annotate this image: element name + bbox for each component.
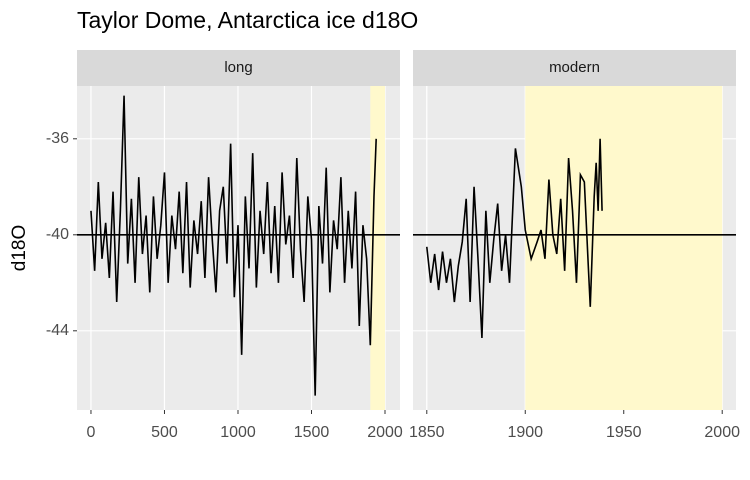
highlight	[525, 86, 723, 410]
strip	[77, 50, 400, 86]
y-axis-label: d18O	[9, 225, 30, 271]
x-tick-label: 1500	[294, 424, 330, 441]
strip	[413, 50, 736, 86]
line	[90, 95, 377, 396]
x-tick-label: 500	[151, 424, 178, 441]
facet-label: long	[224, 59, 252, 76]
highlight	[370, 86, 386, 410]
chart-title: Taylor Dome, Antarctica ice d18O	[77, 7, 418, 33]
x-tick-label: 2000	[367, 424, 403, 441]
y-tick-label: -40	[46, 226, 69, 243]
x-tick-label: 2000	[704, 424, 740, 441]
x-tick-label: 0	[87, 424, 96, 441]
x-tick-label: 1900	[507, 424, 543, 441]
y-tick-label: -36	[46, 130, 69, 147]
x-tick-label: 1850	[409, 424, 445, 441]
y-tick-label: -44	[46, 322, 69, 339]
facet-label: modern	[549, 59, 600, 76]
line	[425, 138, 603, 339]
x-tick-label: 1950	[606, 424, 642, 441]
x-tick-label: 1000	[220, 424, 256, 441]
